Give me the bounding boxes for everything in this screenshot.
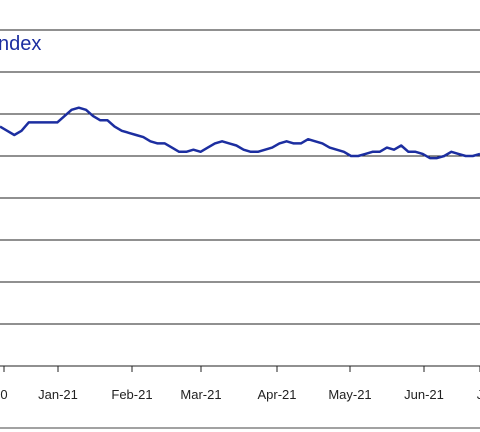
x-tick-label: J bbox=[477, 387, 480, 402]
chart-title: ndex bbox=[0, 33, 42, 55]
x-tick-label: Apr-21 bbox=[257, 387, 296, 402]
x-tick-label: Jan-21 bbox=[38, 387, 78, 402]
x-tick-label: Jun-21 bbox=[404, 387, 444, 402]
x-tick-label: May-21 bbox=[328, 387, 371, 402]
x-tick-label: Feb-21 bbox=[111, 387, 152, 402]
series-line bbox=[0, 106, 480, 160]
x-tick-label: Mar-21 bbox=[180, 387, 221, 402]
x-tick-label: 0 bbox=[0, 387, 7, 402]
